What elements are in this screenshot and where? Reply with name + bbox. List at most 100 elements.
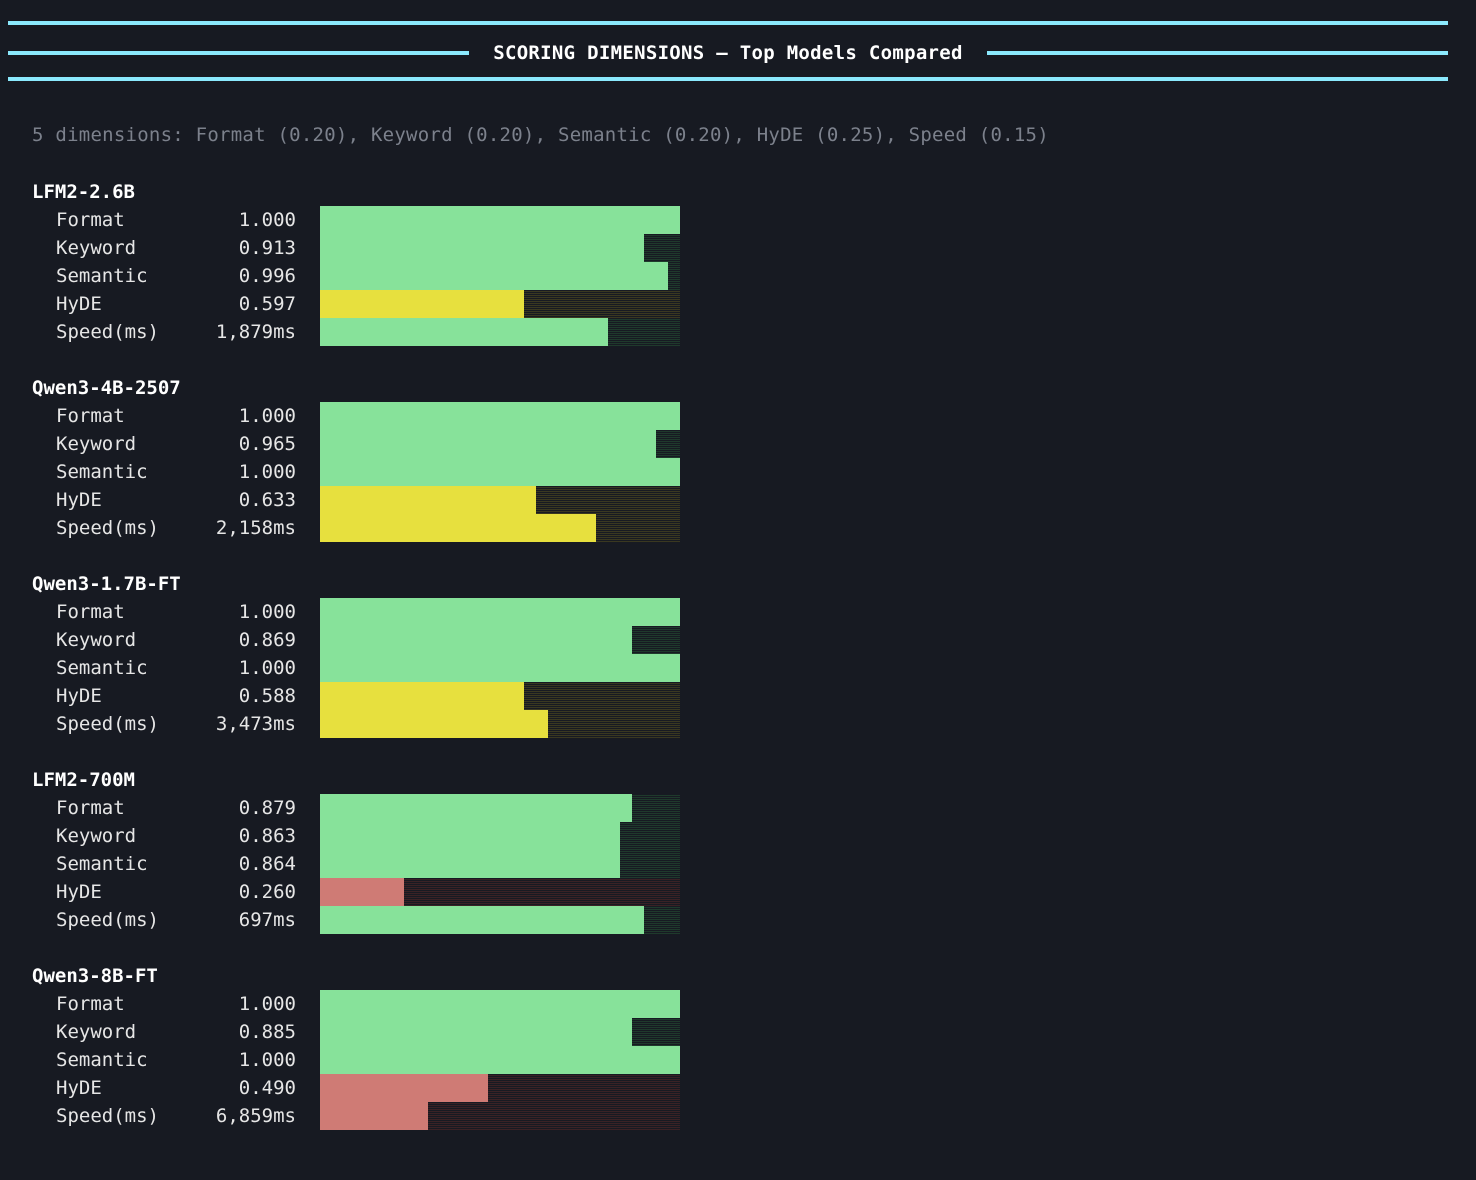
metric-value: 0.869 (238, 629, 296, 651)
metric-row: Semantic 1.000 (0, 654, 700, 682)
metric-label: Keyword (56, 433, 137, 455)
metric-row: HyDE 0.588 (0, 682, 700, 710)
metric-label: Keyword (56, 825, 137, 847)
metric-label: HyDE (56, 1077, 102, 1099)
metric-row: Format 1.000 (0, 990, 700, 1018)
metric-value: 0.913 (238, 237, 296, 259)
score-bar-track (320, 1046, 680, 1074)
metric-row: Keyword 0.965 (0, 430, 700, 458)
metric-value: 1.000 (238, 405, 296, 427)
score-bar-fill (320, 234, 644, 262)
score-bar-track (320, 794, 680, 822)
metric-label: Speed(ms) (56, 1105, 159, 1127)
metric-label: Semantic (56, 853, 148, 875)
metric-row: Format 1.000 (0, 206, 700, 234)
model-name: LFM2-2.6B (32, 181, 135, 203)
score-bar-fill (320, 906, 644, 934)
score-bar-track (320, 430, 680, 458)
metric-row: HyDE 0.260 (0, 878, 700, 906)
score-bar-fill (320, 794, 633, 822)
metric-row: Keyword 0.869 (0, 626, 700, 654)
score-bar-track (320, 990, 680, 1018)
score-bar-track (320, 878, 680, 906)
score-bar-track (320, 1102, 680, 1130)
metric-row: Speed(ms) 2,158ms (0, 514, 700, 542)
metric-row: Keyword 0.863 (0, 822, 700, 850)
metric-label: Semantic (56, 657, 148, 679)
header-rule-left (8, 51, 470, 55)
metric-value: 1,879ms (215, 321, 296, 343)
metric-row: Semantic 0.996 (0, 262, 700, 290)
metric-value: 0.260 (238, 881, 296, 903)
model-name: Qwen3-1.7B-FT (32, 573, 181, 595)
metric-row: HyDE 0.633 (0, 486, 700, 514)
metric-label: Semantic (56, 1049, 148, 1071)
score-bar-track (320, 850, 680, 878)
score-bar-fill (320, 1074, 489, 1102)
metric-row: Format 0.879 (0, 794, 700, 822)
metric-label: Keyword (56, 1021, 137, 1043)
metric-row: HyDE 0.490 (0, 1074, 700, 1102)
page-title: SCORING DIMENSIONS — Top Models Compared (493, 42, 963, 64)
score-bar-track (320, 1018, 680, 1046)
score-bar-fill (320, 514, 597, 542)
metric-label: Keyword (56, 629, 137, 651)
model-name: Qwen3-8B-FT (32, 965, 158, 987)
score-bar-fill (320, 1018, 633, 1046)
metric-row: Speed(ms) 6,859ms (0, 1102, 700, 1130)
score-bar-track (320, 654, 680, 682)
score-bar-track (320, 458, 680, 486)
metric-value: 0.864 (238, 853, 296, 875)
score-bar-fill (320, 850, 620, 878)
score-bar-track (320, 402, 680, 430)
dimensions-summary: 5 dimensions: Format (0.20), Keyword (0.… (32, 124, 1049, 146)
score-bar-fill (320, 318, 608, 346)
metric-row: Speed(ms) 3,473ms (0, 710, 700, 738)
metric-label: HyDE (56, 489, 102, 511)
metric-value: 0.588 (238, 685, 296, 707)
score-bar-track (320, 290, 680, 318)
metric-label: HyDE (56, 685, 102, 707)
score-bar-track (320, 318, 680, 346)
metric-value: 0.965 (238, 433, 296, 455)
model-name: Qwen3-4B-2507 (32, 377, 181, 399)
metric-value: 0.490 (238, 1077, 296, 1099)
score-bar-fill (320, 290, 525, 318)
score-bar-fill (320, 486, 536, 514)
metric-label: Speed(ms) (56, 321, 159, 343)
metric-row: Format 1.000 (0, 402, 700, 430)
metric-value: 3,473ms (215, 713, 296, 735)
metric-label: Semantic (56, 265, 148, 287)
metric-row: Speed(ms) 697ms (0, 906, 700, 934)
metric-label: Speed(ms) (56, 713, 159, 735)
score-bar-fill (320, 262, 669, 290)
score-bar-fill (320, 822, 620, 850)
metric-value: 2,158ms (215, 517, 296, 539)
metric-label: Format (56, 405, 125, 427)
metric-value: 1.000 (238, 461, 296, 483)
metric-label: Speed(ms) (56, 909, 159, 931)
metric-row: Speed(ms) 1,879ms (0, 318, 700, 346)
score-bar-track (320, 262, 680, 290)
metric-label: Format (56, 209, 125, 231)
header-title-row: SCORING DIMENSIONS — Top Models Compared (8, 38, 1448, 68)
metric-row: Semantic 0.864 (0, 850, 700, 878)
score-bar-fill (320, 402, 680, 430)
metric-value: 1.000 (238, 601, 296, 623)
metric-row: HyDE 0.597 (0, 290, 700, 318)
metric-label: Format (56, 797, 125, 819)
score-bar-track (320, 598, 680, 626)
metric-value: 0.633 (238, 489, 296, 511)
metric-value: 697ms (238, 909, 296, 931)
metric-label: HyDE (56, 293, 102, 315)
metric-row: Semantic 1.000 (0, 458, 700, 486)
metric-value: 0.863 (238, 825, 296, 847)
metric-row: Keyword 0.913 (0, 234, 700, 262)
metric-row: Semantic 1.000 (0, 1046, 700, 1074)
score-bar-track (320, 710, 680, 738)
metric-value: 0.879 (238, 797, 296, 819)
score-bar-fill (320, 1102, 428, 1130)
metric-label: HyDE (56, 881, 102, 903)
metric-label: Keyword (56, 237, 137, 259)
